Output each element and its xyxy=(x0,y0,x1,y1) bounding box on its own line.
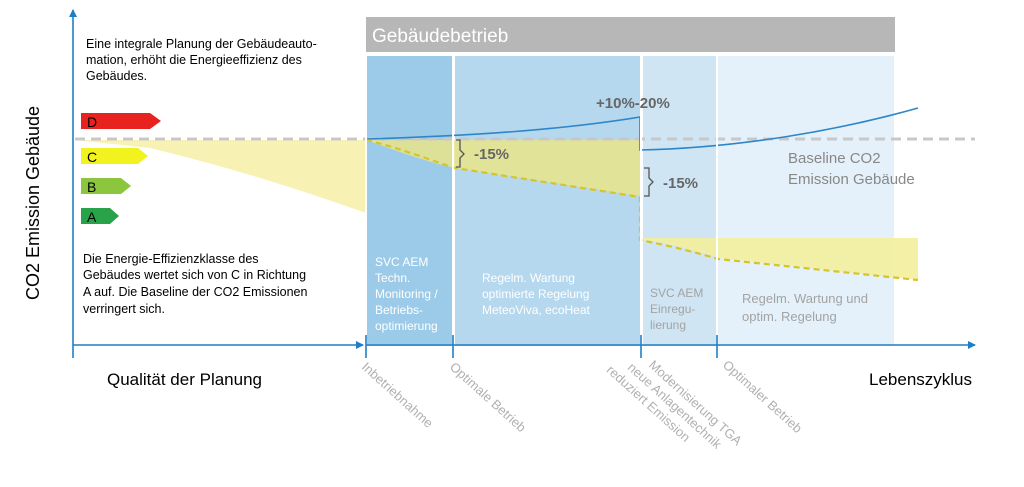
reduction-brace-1 xyxy=(456,139,465,168)
energy-class-label: A xyxy=(87,209,97,225)
milestone-label-modernization: Modernisierung TGA neue Anlagentechnik r… xyxy=(604,338,747,474)
intro-text-line: mation, erhöht die Energieeffizienz des xyxy=(86,53,302,67)
phase-text-line: Monitoring / xyxy=(375,287,438,301)
baseline-label-line: Baseline CO2 xyxy=(788,150,881,167)
x-axis-left-label: Qualität der Planung xyxy=(107,370,262,389)
phase-2-text: Regelm. Wartung optimierte Regelung Mete… xyxy=(482,271,593,317)
milestone-label-optimal-operation: Optimale Betrieb xyxy=(447,359,529,435)
header-bar-label: Gebäudebetrieb xyxy=(372,26,508,47)
phase-text-line: Regelm. Wartung und xyxy=(742,291,868,306)
intro-text-line: Gebäudes. xyxy=(86,69,147,83)
energy-class-b: B xyxy=(81,178,131,195)
phase-panel-adjustment xyxy=(643,56,716,346)
phase-text-line: Betriebs- xyxy=(375,303,423,317)
planning-reduction-area xyxy=(75,140,366,213)
header-bar xyxy=(366,17,895,52)
energy-class-label: B xyxy=(87,179,96,195)
phase-4-text: Regelm. Wartung und optim. Regelung xyxy=(742,291,872,324)
phase-3-text: SVC AEM Einregu- lierung xyxy=(650,286,707,332)
class-text-line: verringert sich. xyxy=(83,302,165,316)
reduction-area-1 xyxy=(366,140,640,196)
energy-class-label: C xyxy=(87,149,97,165)
class-text: Die Energie-Effizienzklasse des Gebäudes… xyxy=(83,252,311,316)
intro-text-line: Eine integrale Planung der Gebäudeauto- xyxy=(86,37,317,51)
phase-text-line: Regelm. Wartung xyxy=(482,271,575,285)
phase-text-line: Techn. xyxy=(375,271,410,285)
phase-panel-regular-maintenance xyxy=(455,56,640,346)
reduction-area-2 xyxy=(643,238,918,280)
phase-text-line: optim. Regelung xyxy=(742,309,837,324)
phase-text-line: optimierung xyxy=(375,319,438,333)
phase-text-line: SVC AEM xyxy=(375,255,428,269)
energy-class-d: D xyxy=(81,113,161,130)
phase-text-line: optimierte Regelung xyxy=(482,287,589,301)
baseline-label-line: Emission Gebäude xyxy=(788,171,915,188)
phase-panel-commissioning xyxy=(366,56,452,346)
baseline-label: Baseline CO2 Emission Gebäude xyxy=(788,150,915,188)
phase-panel-optimized-control xyxy=(718,56,894,346)
class-text-line: A auf. Die Baseline der CO2 Emissionen xyxy=(83,285,307,299)
class-text-line: Gebäudes wertet sich von C in Richtung xyxy=(83,268,306,282)
reduction-label-1: -15% xyxy=(474,146,509,163)
phase-text-line: lierung xyxy=(650,318,686,332)
energy-class-arrow xyxy=(81,148,148,164)
milestone-label-optimal-operation-2: Optimaler Betrieb xyxy=(720,357,805,436)
milestone-label-commissioning: Inbetriebnahme xyxy=(359,359,436,431)
increase-label: +10%-20% xyxy=(596,95,670,112)
reduction-brace-2 xyxy=(644,167,654,197)
phase-text-line: SVC AEM xyxy=(650,286,703,300)
x-axis-right-label: Lebenszyklus xyxy=(869,370,972,389)
class-text-line: Die Energie-Effizienzklasse des xyxy=(83,252,259,266)
energy-class-label: D xyxy=(87,114,97,130)
energy-class-a: A xyxy=(81,208,119,225)
energy-class-arrow xyxy=(81,208,119,224)
phase-text-line: Einregu- xyxy=(650,302,695,316)
intro-text: Eine integrale Planung der Gebäudeauto- … xyxy=(86,37,320,83)
energy-class-c: C xyxy=(81,148,148,165)
phase-text-line: MeteoViva, ecoHeat xyxy=(482,303,591,317)
reduction-label-2: -15% xyxy=(663,175,698,192)
y-axis-label: CO2 Emission Gebäude xyxy=(23,106,43,300)
phase-1-text: SVC AEM Techn. Monitoring / Betriebs- op… xyxy=(375,255,441,333)
energy-class-arrow xyxy=(81,178,131,194)
energy-class-arrow xyxy=(81,113,161,129)
